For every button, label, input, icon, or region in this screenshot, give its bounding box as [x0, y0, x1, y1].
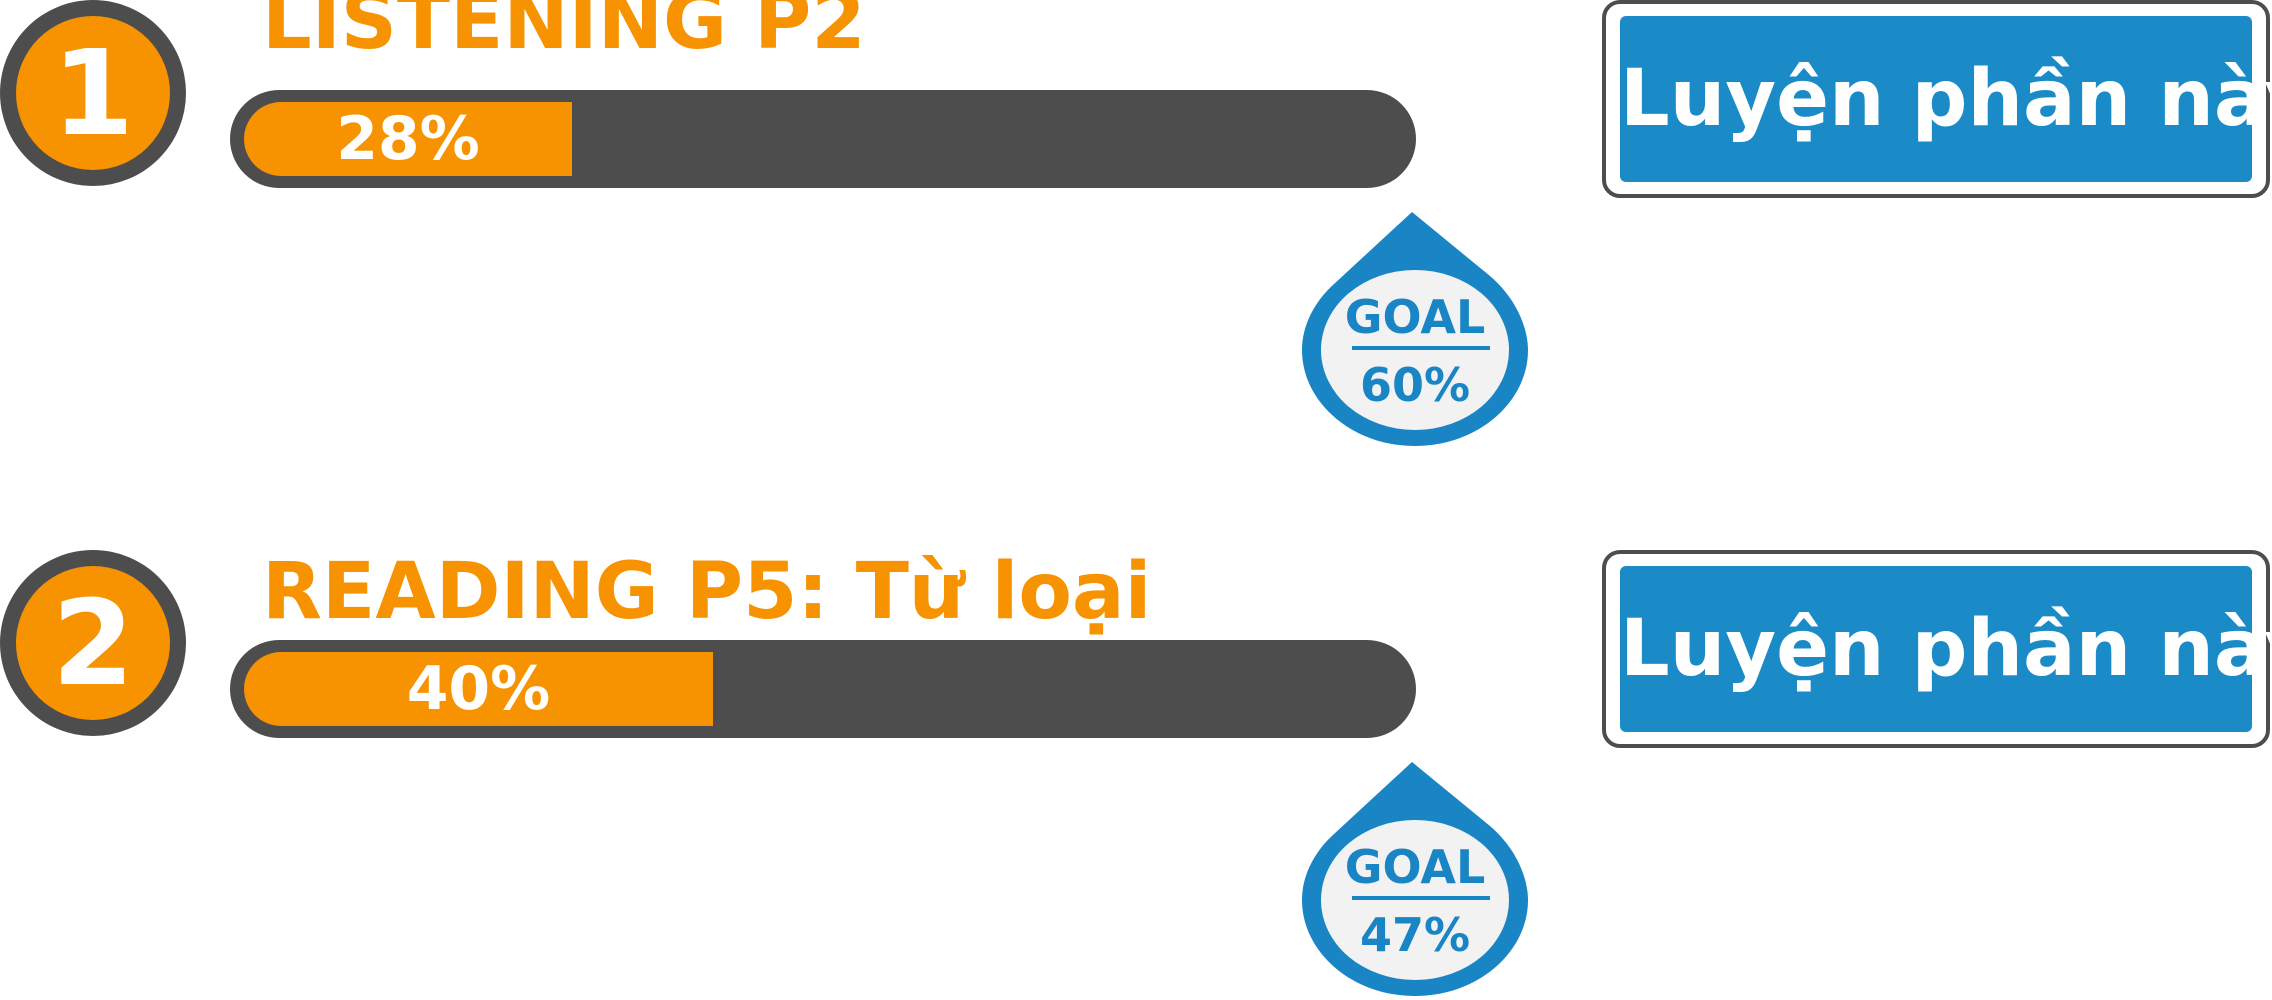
- progress-bar: 40%: [230, 640, 1416, 738]
- goal-title: GOAL: [1344, 840, 1486, 894]
- goal-title: GOAL: [1344, 290, 1486, 344]
- goal-value: 60%: [1359, 358, 1471, 412]
- practice-section-button[interactable]: Luyện phần này: [1602, 550, 2272, 748]
- step-number-badge: 2: [0, 550, 186, 736]
- progress-fill: [244, 652, 713, 726]
- progress-label: 40%: [406, 654, 551, 724]
- task-title: READING P5: Từ loại: [262, 547, 1152, 637]
- goal-drop-icon: [1302, 212, 1528, 446]
- goal-value: 47%: [1359, 908, 1471, 962]
- task-card: 1 LISTENING P2 28% GOAL 60% Luyện phần n…: [0, 0, 2272, 450]
- goal-divider: [1352, 896, 1490, 900]
- goal-drop-icon: [1302, 762, 1528, 996]
- task-card: 2 READING P5: Từ loại 40% GOAL 47% Luyện…: [0, 550, 2272, 1000]
- progress-fill: [244, 102, 572, 176]
- step-number: 1: [16, 16, 170, 170]
- progress-bar: 28%: [230, 90, 1416, 188]
- practice-section-button-label[interactable]: Luyện phần này: [1620, 566, 2272, 732]
- goal-divider: [1352, 346, 1490, 350]
- step-number-badge: 1: [0, 0, 186, 186]
- practice-section-button[interactable]: Luyện phần này: [1602, 0, 2272, 198]
- practice-section-button-label[interactable]: Luyện phần này: [1620, 16, 2272, 182]
- goal-marker: GOAL 47%: [1302, 760, 1528, 996]
- progress-label: 28%: [336, 104, 480, 174]
- goal-marker: GOAL 60%: [1302, 210, 1528, 446]
- step-number: 2: [16, 566, 170, 720]
- task-title: LISTENING P2: [262, 0, 866, 67]
